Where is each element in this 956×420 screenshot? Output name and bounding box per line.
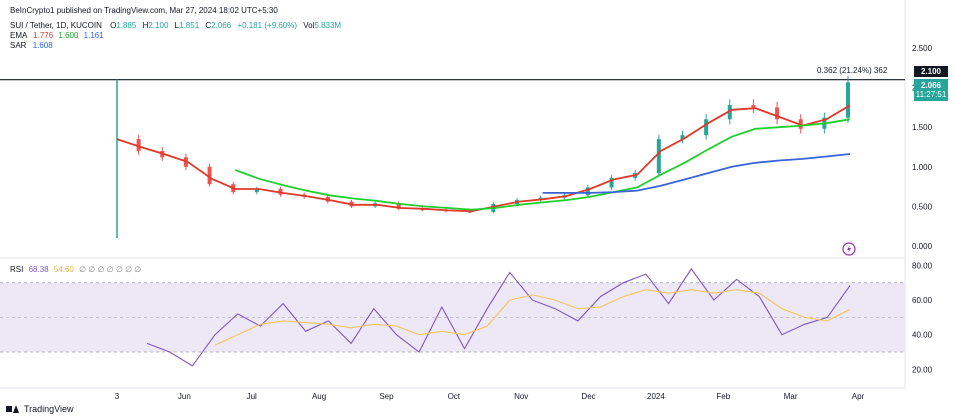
ema-slow-line xyxy=(542,153,851,194)
candle xyxy=(207,166,212,185)
ema-value-2: 1.600 xyxy=(58,31,79,40)
candle xyxy=(727,105,732,120)
time-tick-label: Apr xyxy=(852,392,865,401)
price-tick-label: 1.000 xyxy=(912,163,933,172)
current-price-tag: 2.066 11:27:51 xyxy=(914,79,948,101)
rsi-line xyxy=(146,267,851,367)
open-value: 1.885 xyxy=(116,21,137,30)
close-value: 2.066 xyxy=(211,21,232,30)
time-tick-label: Feb xyxy=(716,392,730,401)
ema-value-3: 1.161 xyxy=(83,31,104,40)
rsi-placeholders: ∅ ∅ ∅ ∅ ∅ ∅ ∅ xyxy=(79,265,142,274)
sar-value: 1.608 xyxy=(32,41,53,50)
ema-line: EMA 1.776 1.600 1.161 xyxy=(10,31,104,41)
time-tick-label: Jul xyxy=(247,392,257,401)
rsi-tick-label: 80.00 xyxy=(912,261,933,270)
high-label: H xyxy=(142,21,149,30)
tradingview-brand: TradingView xyxy=(24,404,74,414)
candle xyxy=(680,135,685,140)
price-tick-label: 0.500 xyxy=(912,202,933,211)
price-tick-label: 1.500 xyxy=(912,123,933,132)
candle xyxy=(136,139,141,151)
rsi-tick-label: 60.00 xyxy=(912,296,933,305)
lightning-icon xyxy=(847,245,851,253)
sar-line: SAR 1.608 xyxy=(10,41,53,51)
price-tick-label: 0.000 xyxy=(912,242,933,251)
published-line: BeInCrypto1 published on TradingView.com… xyxy=(10,6,278,16)
low-value: 1.851 xyxy=(179,21,200,30)
ema-label[interactable]: EMA xyxy=(10,31,27,40)
ema-value-1: 1.776 xyxy=(33,31,54,40)
close-label: C xyxy=(205,21,212,30)
candle xyxy=(609,177,614,188)
rsi-ma-line xyxy=(214,289,851,346)
volume-value: 5.833M xyxy=(314,21,342,30)
rsi-label[interactable]: RSI xyxy=(10,265,24,274)
ema-mid-line xyxy=(234,118,851,211)
candle xyxy=(656,139,661,174)
candle xyxy=(704,119,709,136)
rsi-value: 68.38 xyxy=(28,265,49,274)
tradingview-logo[interactable]: TradingView xyxy=(6,404,74,414)
time-tick-label: 3 xyxy=(115,392,120,401)
time-tick-label: Aug xyxy=(312,392,326,401)
time-tick-label: Dec xyxy=(581,392,595,401)
time-tick-label: Nov xyxy=(514,392,528,401)
time-tick-label: Sep xyxy=(379,392,394,401)
measure-annotation: 0.362 (21.24%) 362 xyxy=(817,66,888,75)
ohlc-line: SUI / Tether, 1D, KUCOIN O1.885 H2.100 L… xyxy=(10,21,341,31)
published-text: BeInCrypto1 published on TradingView.com… xyxy=(10,6,278,15)
candle xyxy=(751,105,756,108)
candle xyxy=(396,203,401,209)
low-label: L xyxy=(174,21,180,30)
time-tick-label: Oct xyxy=(448,392,461,401)
rsi-tick-label: 40.00 xyxy=(912,331,933,340)
change-value: +0.181 (+9.60%) xyxy=(237,21,298,30)
volume-label: Vol xyxy=(303,21,315,30)
level-price-tag: 2.100 xyxy=(914,66,948,77)
current-price: 2.066 xyxy=(920,81,942,90)
candle xyxy=(585,187,590,196)
price-tick-label: 2.500 xyxy=(912,44,933,53)
rsi-ma-value: 54.60 xyxy=(53,265,74,274)
sar-label[interactable]: SAR xyxy=(10,41,27,50)
candle xyxy=(775,107,780,120)
time-tick-label: 2024 xyxy=(647,392,665,401)
bar-countdown: 11:27:51 xyxy=(915,90,947,99)
symbol-label[interactable]: SUI / Tether, 1D, KUCOIN xyxy=(10,21,102,30)
open-label: O xyxy=(110,21,117,30)
time-tick-label: Jun xyxy=(178,392,191,401)
candle xyxy=(254,188,259,193)
event-marker-icon xyxy=(842,242,856,256)
high-value: 2.100 xyxy=(148,21,169,30)
time-tick-label: Mar xyxy=(784,392,798,401)
candle xyxy=(846,82,850,118)
rsi-tick-label: 20.00 xyxy=(912,365,933,374)
tradingview-icon xyxy=(6,405,20,413)
ema-fast-line xyxy=(116,104,851,213)
rsi-header: RSI 68.38 54.60 ∅ ∅ ∅ ∅ ∅ ∅ ∅ xyxy=(10,265,141,275)
